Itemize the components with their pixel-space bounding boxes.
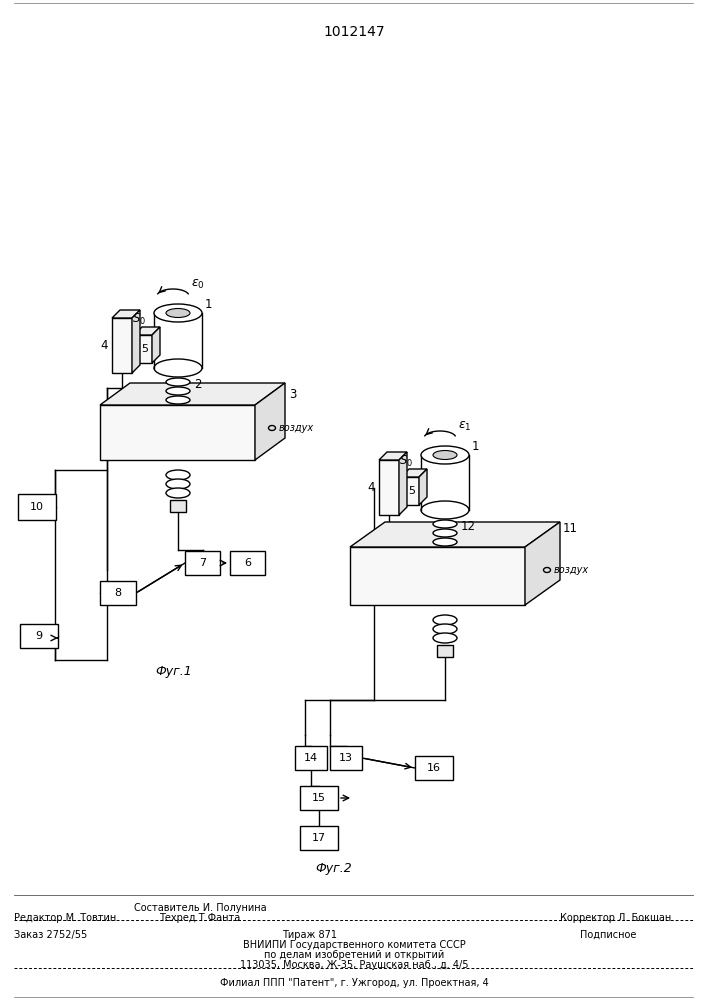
Polygon shape [255,383,285,460]
Ellipse shape [421,446,469,464]
Bar [421,455,469,510]
Bar [185,551,220,575]
Text: 13: 13 [339,753,353,763]
Text: Фуг.1: Фуг.1 [155,665,192,678]
Ellipse shape [154,359,202,377]
Text: 1012147: 1012147 [323,25,385,39]
Text: 14: 14 [304,753,318,763]
Bar [401,477,419,505]
Polygon shape [379,452,407,460]
Text: 8: 8 [115,588,122,598]
Text: 12: 12 [461,520,476,533]
Text: 9: 9 [35,631,42,641]
Ellipse shape [166,378,190,386]
Text: 3: 3 [289,388,296,401]
Text: 10: 10 [30,502,44,512]
Polygon shape [419,469,427,505]
Ellipse shape [433,520,457,528]
Text: $\varepsilon_0$: $\varepsilon_0$ [191,278,205,291]
Text: 1: 1 [472,440,479,453]
Ellipse shape [433,529,457,537]
Text: воздух: воздух [554,565,589,575]
Text: воздух: воздух [279,423,314,433]
Text: Тираж 871: Тираж 871 [283,930,337,940]
Text: 6: 6 [244,558,251,568]
Ellipse shape [433,538,457,546]
Text: Редактор М. Товтин: Редактор М. Товтин [14,913,116,923]
Bar [170,500,186,512]
Text: Корректор Л. Бокшан: Корректор Л. Бокшан [560,913,671,923]
Text: 113035, Москва, Ж-35, Раушская наб., д. 4/5: 113035, Москва, Ж-35, Раушская наб., д. … [240,960,468,970]
Ellipse shape [421,501,469,519]
Polygon shape [134,327,160,335]
Bar [300,786,338,810]
Bar [112,318,132,373]
Bar [415,756,453,780]
Text: 5: 5 [409,486,416,496]
Text: $S_0$: $S_0$ [132,312,146,327]
Ellipse shape [166,387,190,395]
Text: 17: 17 [312,833,326,843]
Polygon shape [132,310,140,373]
Ellipse shape [433,615,457,625]
Ellipse shape [433,633,457,643]
Bar [134,335,152,363]
Text: 1: 1 [205,298,213,311]
Ellipse shape [166,470,190,480]
Text: Составитель И. Полунина: Составитель И. Полунина [134,903,267,913]
Polygon shape [401,469,427,477]
Bar [295,746,327,770]
Polygon shape [350,522,560,547]
Ellipse shape [166,396,190,404]
Text: 4: 4 [367,481,375,494]
Ellipse shape [154,304,202,322]
Bar [100,581,136,605]
Polygon shape [152,327,160,363]
Text: 5: 5 [141,344,148,354]
Bar [437,645,453,657]
Text: 16: 16 [427,763,441,773]
Bar [350,547,525,605]
Ellipse shape [166,488,190,498]
Bar [230,551,265,575]
Text: 15: 15 [312,793,326,803]
Text: 2: 2 [194,378,201,391]
Text: 11: 11 [563,522,578,535]
Text: 4: 4 [100,339,107,352]
Ellipse shape [433,624,457,634]
Text: 7: 7 [199,558,206,568]
Polygon shape [100,383,285,405]
Bar [20,624,58,648]
Ellipse shape [166,308,190,318]
Text: ВНИИПИ Государственного комитета СССР: ВНИИПИ Государственного комитета СССР [243,940,465,950]
Text: Филиал ППП "Патент", г. Ужгород, ул. Проектная, 4: Филиал ППП "Патент", г. Ужгород, ул. Про… [220,978,489,988]
Bar [100,405,255,460]
Text: по делам изобретений и открытий: по делам изобретений и открытий [264,950,444,960]
Bar [379,460,399,515]
Ellipse shape [166,479,190,489]
Polygon shape [399,452,407,515]
Bar [300,826,338,850]
Text: Техред Т.Фанта: Техред Т.Фанта [159,913,240,923]
Polygon shape [112,310,140,318]
Bar [330,746,362,770]
Text: Подписное: Подписное [580,930,636,940]
Text: Заказ 2752/55: Заказ 2752/55 [14,930,87,940]
Text: $S_0$: $S_0$ [399,454,413,469]
Text: Фуг.2: Фуг.2 [315,862,352,875]
Bar [154,313,202,368]
Text: $\varepsilon_1$: $\varepsilon_1$ [458,420,472,433]
Ellipse shape [433,450,457,460]
Bar [18,494,56,520]
Polygon shape [525,522,560,605]
